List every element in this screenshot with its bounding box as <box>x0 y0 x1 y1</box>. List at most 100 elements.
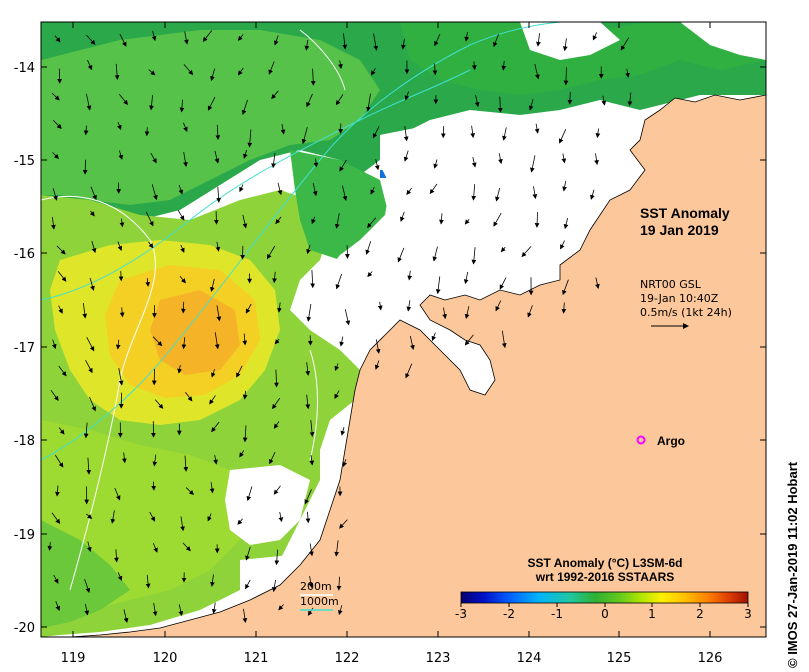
current-vector-arrow <box>239 184 244 193</box>
current-vector-arrow <box>498 153 503 165</box>
current-vector-arrow <box>182 542 191 552</box>
current-vector-arrow <box>366 93 371 112</box>
current-vector-arrow <box>403 150 409 162</box>
colorbar-tick-label: -2 <box>503 607 515 621</box>
current-vector-arrow <box>271 90 279 100</box>
current-vector-arrow <box>521 246 532 258</box>
current-vector-arrow <box>242 214 248 229</box>
map-title-line2: 19 Jan 2019 <box>640 222 719 238</box>
current-vector-arrow <box>151 184 158 201</box>
current-vector-arrow <box>334 363 340 372</box>
current-vector-arrow <box>334 390 340 399</box>
current-vector-arrow <box>118 150 124 160</box>
current-vector-arrow <box>493 33 499 48</box>
current-vector-arrow <box>501 330 507 349</box>
current-vector-arrow <box>432 246 438 262</box>
current-vector-arrow <box>561 153 567 164</box>
current-vector-arrow <box>51 512 61 524</box>
current-vector-arrow <box>202 30 213 42</box>
current-vector-arrow <box>339 336 345 347</box>
current-vector-arrow <box>620 37 630 51</box>
y-tick-label: -14 <box>14 61 35 76</box>
current-vector-arrow <box>210 68 215 82</box>
current-vector-arrow <box>114 549 119 563</box>
y-tick-label: -15 <box>14 154 35 169</box>
current-vector-arrow <box>306 93 313 108</box>
current-vector-arrow <box>237 518 243 525</box>
x-tick-label: 123 <box>426 651 451 666</box>
current-vector-arrow <box>627 92 633 107</box>
current-vector-arrow <box>563 218 569 230</box>
current-vector-arrow <box>90 186 97 201</box>
current-vector-arrow <box>497 96 503 113</box>
current-vector-arrow <box>86 34 96 45</box>
current-vector-arrow <box>177 365 182 374</box>
current-vector-arrow <box>470 125 476 139</box>
current-vector-arrow <box>339 519 348 529</box>
current-vector-arrow <box>528 98 534 111</box>
current-vector-arrow <box>310 68 316 86</box>
current-vector-arrow <box>53 120 62 129</box>
current-vector-arrow <box>239 450 245 458</box>
current-vector-arrow <box>432 63 438 76</box>
current-vector-arrow <box>595 128 601 139</box>
current-vector-arrow <box>305 362 311 376</box>
current-vector-arrow <box>500 246 506 253</box>
colorbar-title-line1: SST Anomaly (°C) L3SM-6d <box>527 556 682 570</box>
current-vector-arrow <box>499 277 507 290</box>
current-vector-arrow <box>366 217 377 229</box>
current-vector-arrow <box>442 307 448 320</box>
colorbar-tick-marks <box>460 603 749 607</box>
current-vector-arrow <box>338 605 343 616</box>
x-tick-label: 124 <box>517 651 542 666</box>
current-vector-arrow <box>89 210 95 217</box>
current-vector-arrow <box>211 602 217 614</box>
current-vector-arrow <box>50 389 59 402</box>
current-vector-arrow <box>145 278 151 287</box>
current-vector-arrow <box>495 300 502 312</box>
current-vector-arrow <box>246 486 253 502</box>
current-vector-arrow <box>374 159 380 171</box>
current-vector-arrow <box>501 60 507 71</box>
current-vector-arrow <box>278 511 284 523</box>
bathy-1000m-label: 1000m <box>300 595 339 608</box>
current-vector-arrow <box>406 187 413 196</box>
current-vector-arrow <box>181 337 187 350</box>
current-vector-arrow <box>536 33 541 47</box>
current-vector-arrow <box>185 391 193 402</box>
current-vector-arrow <box>409 335 415 350</box>
current-vector-arrow <box>404 91 410 101</box>
current-vector-arrow <box>527 305 533 318</box>
current-vector-arrow <box>335 94 344 106</box>
current-vector-arrow <box>148 69 156 76</box>
colorbar-gradient <box>460 591 749 604</box>
current-vector-arrow <box>123 609 129 623</box>
argo-float-marker: Argo <box>636 434 685 448</box>
current-vector-arrow <box>274 549 280 566</box>
current-vector-arrow <box>86 513 93 520</box>
current-vector-arrow <box>370 68 376 76</box>
current-vector-arrow <box>214 332 220 350</box>
current-vector-arrow <box>149 94 154 111</box>
current-vector-arrow <box>144 127 150 137</box>
current-vector-arrow <box>119 307 125 318</box>
colorbar-title-line2: wrt 1992-2016 SSTAARS <box>535 570 675 584</box>
current-vector-arrow <box>367 271 373 278</box>
current-vector-arrow <box>305 511 311 524</box>
current-vector-arrow <box>211 421 220 433</box>
current-vector-arrow <box>242 425 248 443</box>
current-vector-arrow <box>273 485 281 495</box>
current-vector-arrow <box>309 455 315 466</box>
current-vector-arrow <box>91 240 97 254</box>
current-vectors <box>47 30 633 623</box>
current-vector-arrow <box>54 35 61 43</box>
colorbar-tick-label: 3 <box>744 607 752 621</box>
current-vector-arrow <box>179 99 185 113</box>
current-vector-arrow <box>152 542 158 553</box>
current-vector-arrow <box>594 153 599 165</box>
current-vector-arrow <box>336 576 342 591</box>
current-vector-arrow <box>214 150 220 164</box>
current-vector-arrow <box>400 211 405 222</box>
x-tick-label: 126 <box>698 651 723 666</box>
